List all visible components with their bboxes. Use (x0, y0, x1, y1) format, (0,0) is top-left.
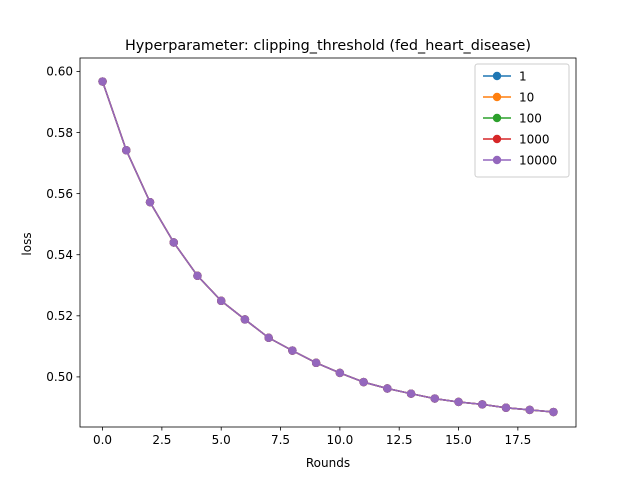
legend-item-100: 100 (483, 111, 542, 125)
data-point (240, 315, 250, 324)
axes-layer: 0.0 2.5 5.0 7.5 10.0 12.5 15.0 17.5 0.50 0.52 0.54… (46, 57, 577, 447)
legend-item-1: 1 (483, 69, 527, 83)
data-point (406, 389, 416, 398)
legend-label: 10 (519, 90, 534, 104)
y-tick-label: 0.52 (46, 309, 73, 323)
data-point (288, 346, 297, 355)
legend-marker (492, 113, 502, 123)
data-point (217, 296, 226, 306)
data-point (145, 197, 155, 207)
legend-label: 1000 (519, 132, 550, 146)
plot-frame (79, 57, 577, 428)
legend-marker (492, 92, 502, 102)
y-axis-label: loss (20, 232, 34, 255)
legend: 1 10 100 1000 10000 (474, 63, 570, 178)
legend-marker (492, 155, 502, 165)
x-tick-label: 15.0 (445, 433, 472, 447)
data-point (430, 394, 439, 403)
data-point (454, 397, 463, 407)
data-point (549, 407, 558, 417)
x-tick-label: 12.5 (386, 433, 413, 447)
series-layer (98, 77, 558, 417)
legend-label: 100 (519, 111, 542, 125)
y-tick-label: 0.56 (46, 187, 73, 201)
y-tick-label: 0.60 (46, 65, 73, 79)
data-point (359, 377, 368, 387)
data-point (501, 403, 511, 412)
x-tick-label: 0.0 (93, 433, 112, 447)
y-tick-label: 0.50 (46, 370, 73, 384)
legend-marker (492, 134, 502, 144)
data-point (264, 333, 273, 343)
data-point (383, 384, 392, 393)
data-point (193, 271, 202, 280)
data-point (98, 77, 107, 86)
data-point (122, 146, 131, 155)
x-tick-label: 7.5 (271, 433, 290, 447)
data-point (311, 358, 321, 368)
legend-label: 1 (519, 69, 527, 83)
legend-item-10000: 10000 (483, 153, 557, 167)
x-tick-label: 2.5 (152, 433, 171, 447)
y-tick-label: 0.54 (46, 248, 73, 262)
legend-frame (474, 63, 570, 178)
x-axis-label: Rounds (306, 456, 350, 470)
legend-item-10: 10 (483, 90, 534, 104)
data-point (525, 405, 534, 415)
data-point (478, 400, 487, 409)
series-10000 (98, 77, 558, 417)
chart-title: Hyperparameter: clipping_threshold (fed_… (125, 38, 531, 54)
legend-item-1000: 1000 (483, 132, 550, 146)
x-tick-label: 10.0 (327, 433, 354, 447)
legend-marker (492, 71, 502, 81)
data-point (335, 368, 345, 378)
y-tick-label: 0.58 (46, 126, 73, 140)
x-tick-label: 17.5 (504, 433, 531, 447)
x-tick-label: 5.0 (212, 433, 231, 447)
data-point (169, 238, 178, 247)
legend-label: 10000 (519, 153, 557, 167)
